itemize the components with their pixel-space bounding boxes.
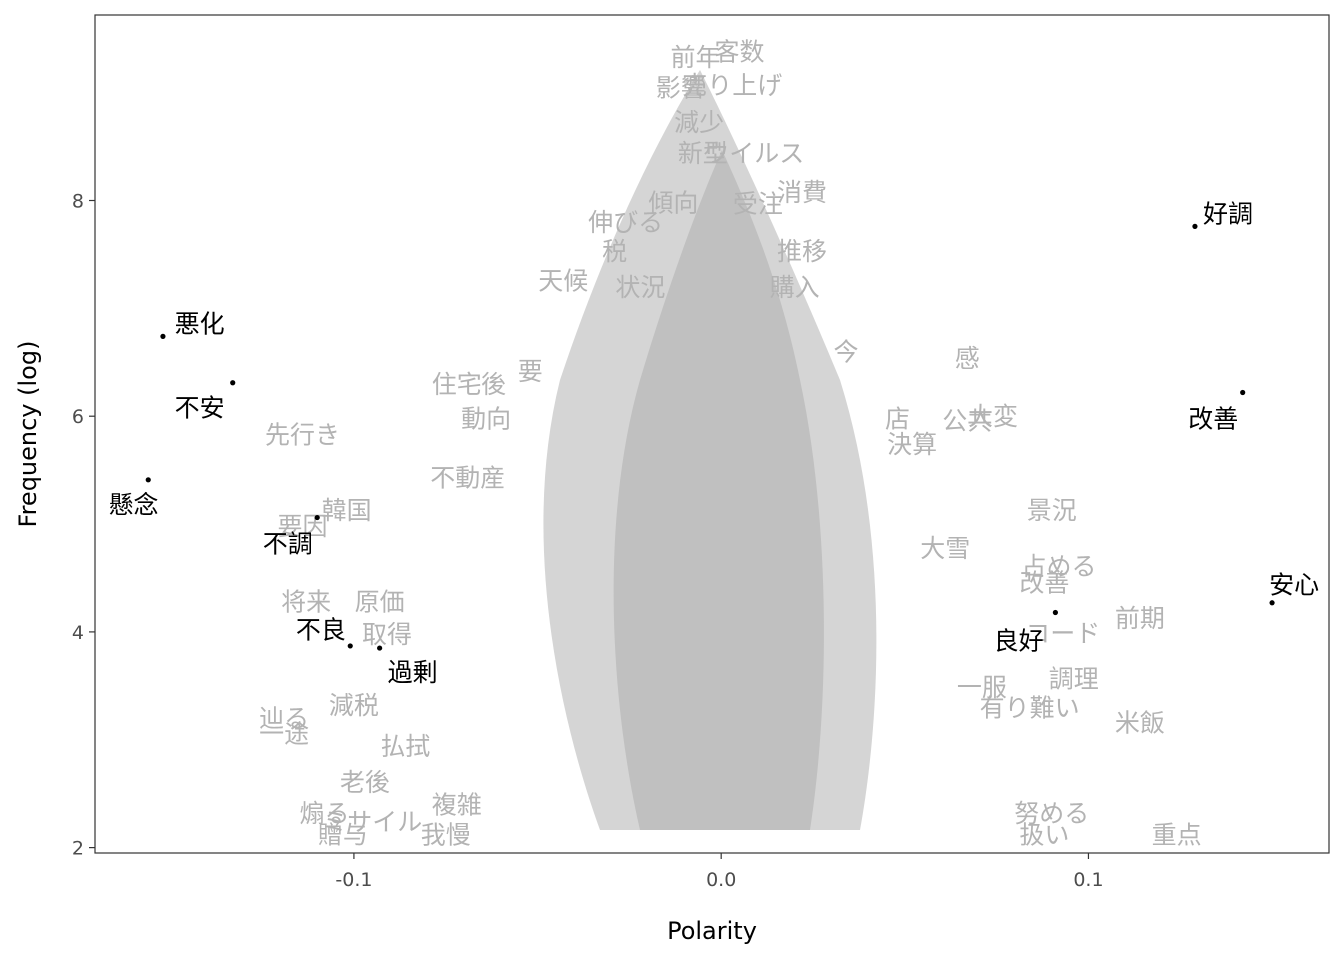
highlighted-word-label: 改善: [1188, 404, 1238, 433]
background-word: ミサイル: [322, 808, 422, 837]
background-word: 韓国: [322, 496, 372, 525]
background-word: 老後: [340, 768, 390, 797]
background-word: 我慢: [421, 821, 471, 850]
highlighted-point: [347, 643, 353, 649]
background-word: 税: [602, 237, 627, 266]
background-word: 状況: [615, 273, 665, 302]
background-word: 取得: [362, 620, 412, 649]
background-word: 米飯: [1115, 709, 1165, 738]
background-word: 傾向: [648, 189, 698, 218]
background-word: 原価: [355, 588, 405, 617]
background-word: 新型: [678, 139, 728, 168]
background-word: 動向: [461, 404, 511, 433]
x-tick-label: -0.1: [335, 869, 372, 891]
background-word: 煽る: [300, 799, 350, 828]
background-word: 大雪: [920, 534, 970, 563]
background-word: 一服: [957, 673, 1007, 702]
y-tick-label: 2: [72, 838, 84, 860]
background-word: 不動産: [430, 464, 505, 493]
highlighted-word-label: 好調: [1203, 199, 1253, 228]
highlighted-point: [1240, 389, 1246, 396]
background-word: 前年: [670, 43, 720, 72]
highlighted-point: [160, 333, 166, 339]
background-word: 天候: [538, 266, 588, 295]
highlighted-word-label: 懸念: [109, 491, 159, 520]
background-word: 扱い: [1019, 821, 1069, 850]
y-tick-label: 6: [72, 406, 84, 428]
background-word: 景況: [1027, 496, 1077, 525]
background-word: 辿る: [259, 704, 309, 733]
highlighted-point: [1052, 609, 1058, 616]
background-word: 複雑: [432, 790, 482, 819]
dense-word-core: [613, 150, 824, 830]
highlighted-points: [145, 223, 1275, 651]
background-word: 努める: [1014, 799, 1089, 828]
highlighted-word-label: 不調: [263, 529, 313, 558]
background-word: 売り上げ: [682, 71, 782, 100]
background-word: 減税: [329, 691, 379, 720]
highlighted-point: [1269, 600, 1275, 606]
background-word: 有り難い: [980, 693, 1080, 722]
highlighted-point: [1192, 223, 1198, 229]
background-word: 将来: [281, 588, 331, 617]
background-word: 住宅: [432, 370, 482, 399]
background-word: 伸びる: [588, 208, 663, 237]
background-word: 調理: [1049, 664, 1099, 693]
highlighted-point: [145, 477, 151, 483]
background-word: 占める: [1022, 552, 1097, 581]
x-tick-label: 0.0: [706, 869, 736, 891]
background-word: 贈与: [318, 821, 368, 850]
background-word: 前期: [1115, 604, 1165, 633]
background-word: 推移: [777, 237, 827, 266]
background-word: 客数: [715, 38, 765, 67]
highlighted-word-label: 不良: [296, 616, 346, 645]
x-axis: -0.1 0.0 0.1: [335, 853, 1104, 891]
background-word: 大変: [968, 402, 1018, 431]
x-axis-title: Polarity: [667, 917, 757, 945]
word-cloud-mass: [543, 70, 877, 830]
plot-panel-border: [94, 14, 1330, 854]
background-word: 店: [885, 404, 910, 433]
background-word: 購入: [770, 273, 820, 302]
highlighted-word-label: 不安: [175, 394, 225, 423]
background-word: 決算: [887, 430, 937, 459]
background-word: 影響: [656, 73, 706, 102]
background-word: 要: [518, 357, 543, 386]
background-word: 払拭: [380, 732, 430, 761]
background-word: 今: [834, 337, 859, 366]
background-word: 受注: [733, 190, 783, 219]
highlighted-point: [230, 380, 236, 386]
highlighted-word-label: 悪化: [175, 309, 225, 338]
highlighted-point: [377, 645, 383, 651]
y-axis: 2 4 6 8: [72, 191, 95, 860]
background-word: 感: [955, 344, 980, 373]
background-word: 一途: [259, 719, 309, 748]
background-word: 重点: [1152, 821, 1202, 850]
background-word: ウイルス: [704, 139, 804, 168]
y-tick-label: 4: [72, 622, 84, 644]
background-word: コード: [1025, 619, 1100, 648]
highlighted-word-label: 過剰: [388, 658, 438, 687]
background-word: 先行き: [265, 421, 340, 450]
y-tick-label: 8: [72, 191, 84, 213]
background-word: 後: [481, 370, 506, 399]
background-word: 減少: [674, 108, 724, 137]
highlighted-word-label: 良好: [994, 627, 1044, 656]
background-word: 消費: [777, 178, 827, 207]
highlighted-point: [314, 514, 320, 521]
highlighted-word-label: 安心: [1269, 570, 1319, 599]
y-axis-title: Frequency (log): [14, 341, 42, 528]
background-word: 公共: [942, 407, 992, 436]
background-word: 改善: [1019, 568, 1069, 597]
x-tick-label: 0.1: [1073, 869, 1103, 891]
